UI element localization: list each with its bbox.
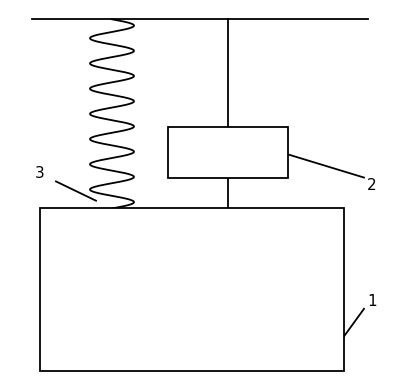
Text: 2: 2 xyxy=(367,178,377,193)
Text: 3: 3 xyxy=(35,166,45,181)
Bar xyxy=(40,208,344,371)
Bar xyxy=(168,127,288,178)
Text: 1: 1 xyxy=(367,294,377,308)
